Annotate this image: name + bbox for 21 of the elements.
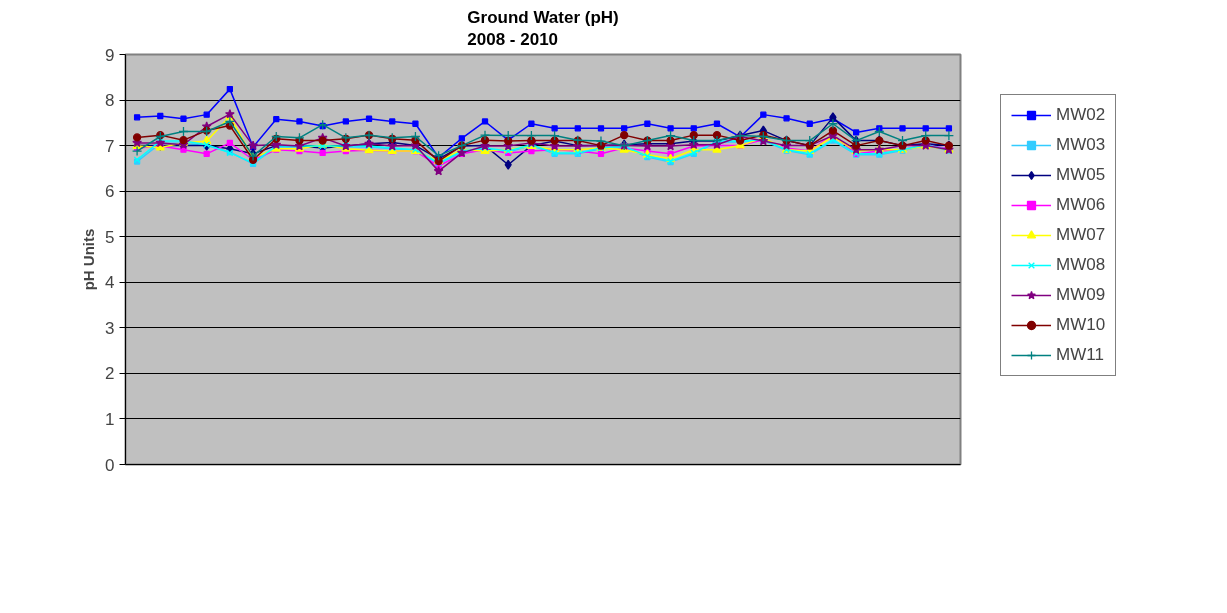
y-tick-label: 4	[105, 273, 115, 293]
y-tick-label: 0	[105, 455, 115, 475]
legend-label: MW10	[1056, 315, 1106, 335]
legend-label: MW11	[1056, 345, 1104, 365]
y-tick-label: 1	[105, 409, 115, 429]
legend-label: MW08	[1056, 255, 1106, 275]
legend-label: MW05	[1056, 165, 1106, 185]
legend-label: MW09	[1056, 285, 1106, 305]
y-tick-label: 5	[105, 227, 115, 247]
legend-label: MW06	[1056, 195, 1106, 215]
y-tick-label: 2	[105, 364, 115, 384]
legend-label: MW02	[1056, 105, 1106, 125]
y-tick-label: 6	[105, 182, 115, 202]
y-tick-label: 7	[105, 136, 115, 156]
y-axis-title: pH Units	[80, 228, 98, 291]
y-tick-label: 9	[105, 45, 115, 65]
y-tick-label: 3	[105, 318, 115, 338]
y-tick-label: 8	[105, 91, 115, 111]
legend-label: MW07	[1056, 225, 1106, 245]
legend-label: MW03	[1056, 135, 1106, 155]
chart-title: Ground Water (pH) 2008 - 2010	[467, 7, 619, 50]
